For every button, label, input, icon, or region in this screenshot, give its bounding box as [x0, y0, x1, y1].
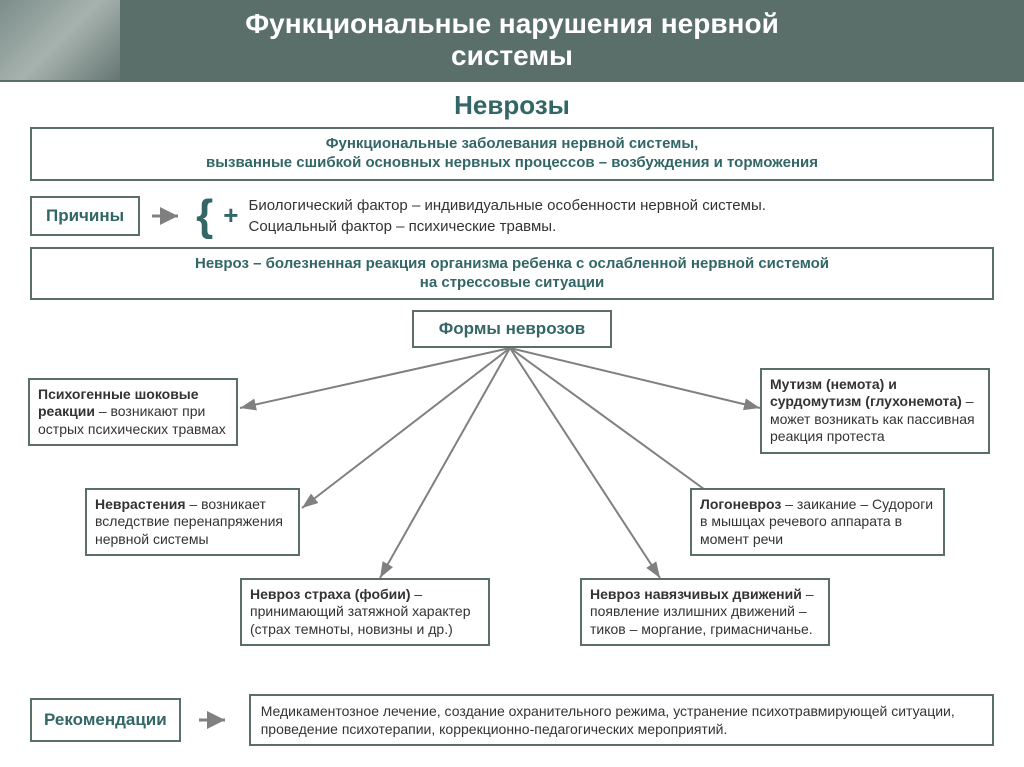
plus-icon: +	[223, 200, 238, 231]
slide-header: Функциональные нарушения нервной системы	[0, 0, 1024, 82]
form-box-0: Психогенные шоковые реакции – возникают …	[28, 378, 238, 447]
definition-box: Функциональные заболевания нервной систе…	[30, 127, 994, 181]
form-box-3: Невроз навязчивых движений – появление и…	[580, 578, 830, 647]
definition-line2: вызванные сшибкой основных нервных проце…	[42, 154, 982, 173]
form-box-5: Мутизм (немота) и сурдомутизм (глухонемо…	[760, 368, 990, 454]
definition2-box: Невроз – болезненная реакция организма р…	[30, 247, 994, 301]
causes-line2: Социальный фактор – психические травмы.	[248, 216, 765, 237]
definition2-line1: Невроз – болезненная реакция организма р…	[42, 255, 982, 274]
causes-row: Причины { + Биологический фактор – индив…	[30, 195, 994, 237]
form-box-1: Неврастения – возникает вследствие перен…	[85, 488, 300, 557]
header-decorative-image	[0, 0, 120, 80]
recommendations-row: Рекомендации Медикаментозное лечение, со…	[30, 694, 994, 746]
form-box-2: Невроз страха (фобии) – принимающий затя…	[240, 578, 490, 647]
definition2-line2: на стрессовые ситуации	[42, 274, 982, 293]
recommendations-text: Медикаментозное лечение, создание охрани…	[249, 694, 994, 746]
title-line1: Функциональные нарушения нервной	[0, 8, 1024, 40]
arrow-right-icon	[150, 207, 186, 225]
definition-line1: Функциональные заболевания нервной систе…	[42, 135, 982, 154]
arrow-right-icon	[197, 711, 233, 729]
subtitle: Неврозы	[0, 90, 1024, 121]
forms-diagram: Психогенные шоковые реакции – возникают …	[10, 348, 1014, 688]
causes-text: Биологический фактор – индивидуальные ос…	[248, 195, 765, 237]
forms-label: Формы неврозов	[412, 310, 612, 347]
form-box-4: Логоневроз – заикание – Судороги в мышца…	[690, 488, 945, 557]
bracket-icon: {	[196, 196, 213, 236]
causes-line1: Биологический фактор – индивидуальные ос…	[248, 195, 765, 216]
causes-label: Причины	[30, 196, 140, 236]
title-line2: системы	[0, 40, 1024, 72]
recommendations-label: Рекомендации	[30, 698, 181, 742]
